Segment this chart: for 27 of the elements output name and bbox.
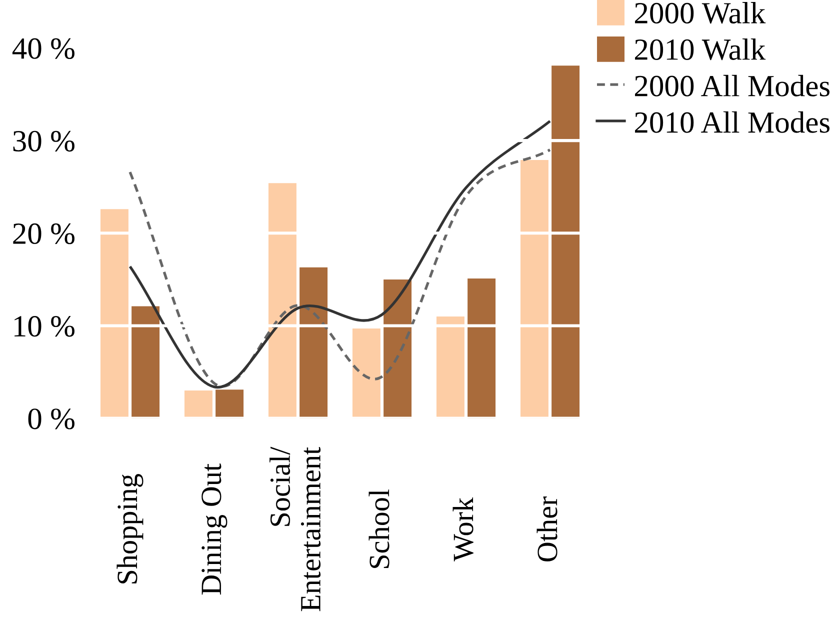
bar: [436, 316, 464, 418]
y-tick-label: 30 %: [13, 130, 74, 152]
x-tick-label: Social/ Entertainment: [270, 446, 321, 612]
y-tick-label: 10 %: [14, 316, 74, 337]
bar: [216, 390, 244, 418]
bar: [268, 183, 296, 418]
legend-label: 2000 All Modes: [635, 74, 830, 96]
bar: [352, 328, 380, 418]
x-tick-label: Other: [536, 496, 558, 562]
x-tick-label: Shopping: [116, 474, 144, 584]
x-tick-label: Dining Out: [202, 464, 228, 595]
y-tick-label: 40 %: [12, 38, 74, 59]
y-tick-label: 0 %: [28, 408, 74, 430]
x-tick-label: Work: [452, 497, 474, 562]
legend-label: 2010 All Modes: [635, 111, 830, 133]
x-tick-label: School: [368, 489, 390, 568]
bar: [132, 306, 160, 418]
legend-label: 2010 Walk: [635, 38, 766, 60]
bar: [300, 267, 328, 418]
legend-label: 2000 Walk: [635, 2, 766, 24]
bar: [184, 390, 212, 418]
y-tick-label: 20 %: [13, 223, 74, 244]
bar: [384, 279, 412, 418]
bar: [468, 278, 496, 418]
bar: [552, 66, 580, 418]
bar: [100, 209, 128, 418]
bar: [520, 160, 548, 418]
